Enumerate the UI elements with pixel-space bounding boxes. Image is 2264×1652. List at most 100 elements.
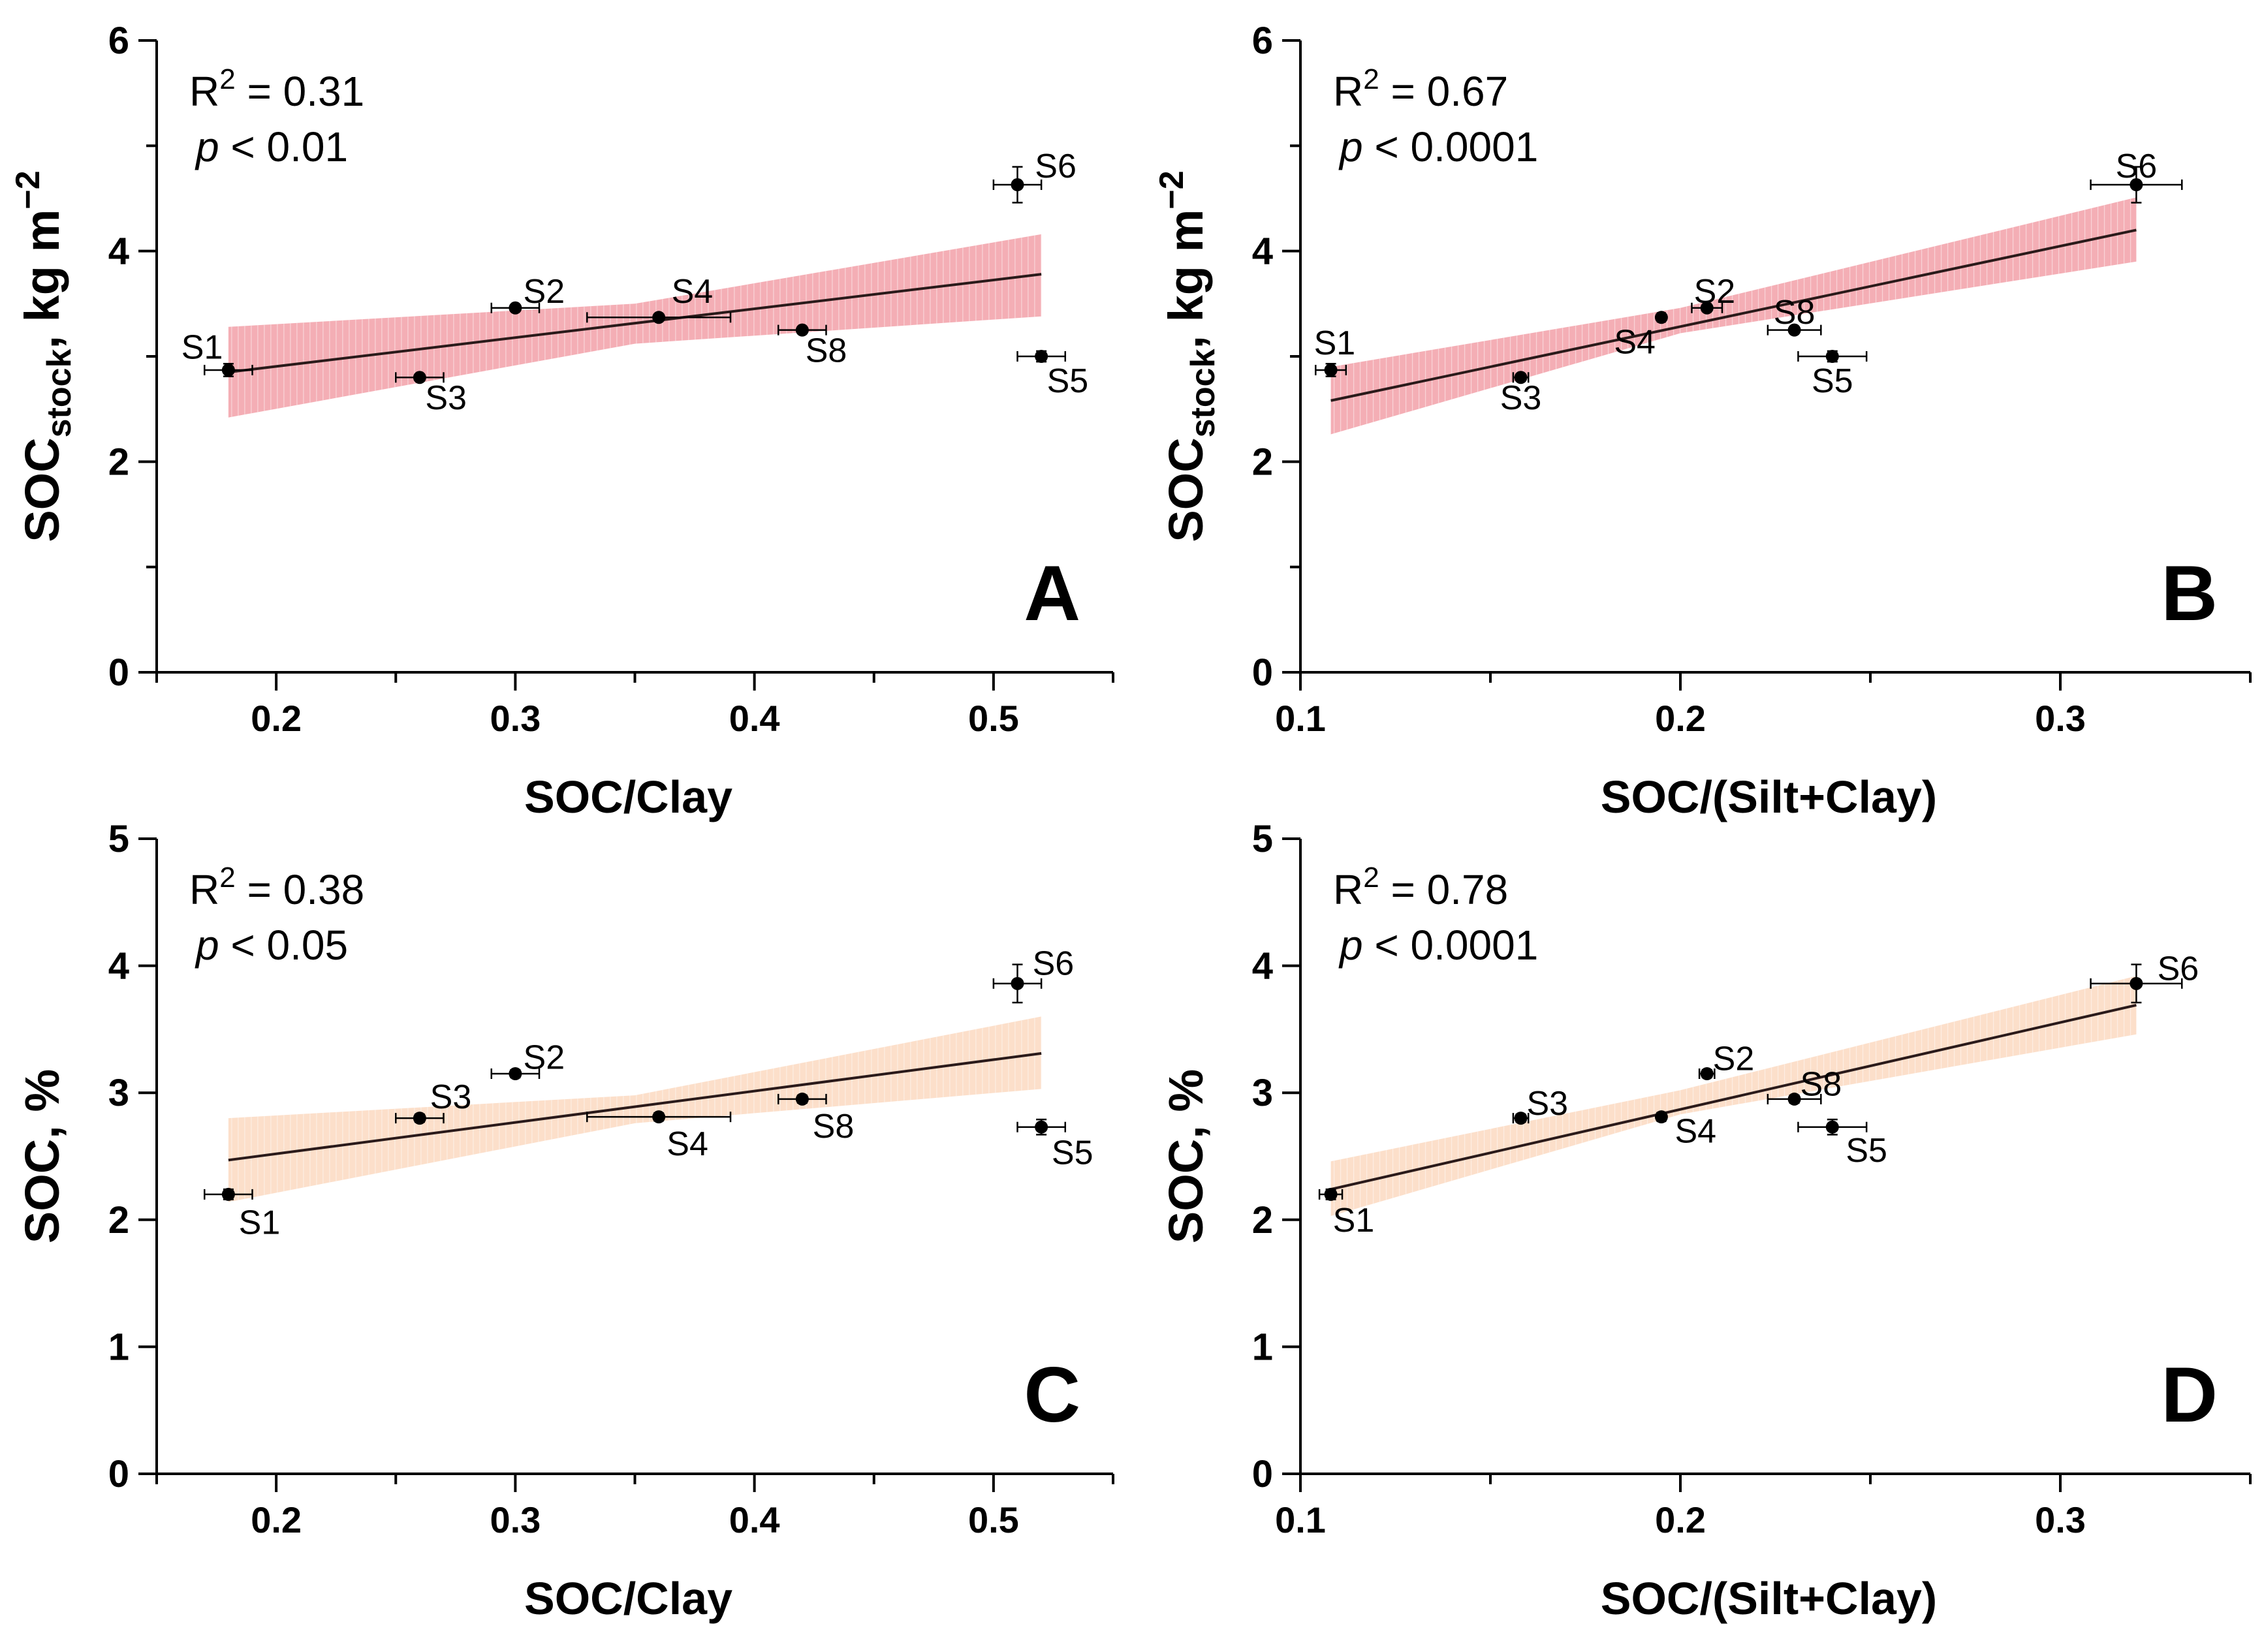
data-point-label: S4 [1614, 323, 1656, 361]
data-point-s8: S8 [778, 323, 847, 369]
x-tick-label: 0.3 [2035, 698, 2086, 739]
data-marker [1035, 350, 1048, 363]
y-title-unit: , kg m [1159, 210, 1213, 349]
data-point-label: S8 [806, 332, 847, 369]
data-marker [221, 1187, 235, 1201]
data-point-label: S2 [1713, 1040, 1755, 1078]
data-point-label: S1 [181, 328, 223, 366]
data-point-label: S8 [1774, 294, 1816, 332]
data-marker [509, 1067, 522, 1081]
x-tick-label: 0.4 [729, 1499, 780, 1540]
y-tick-label: 0 [108, 651, 129, 694]
y-axis-title: SOCstock, kg m−2 [9, 170, 78, 542]
data-point-s4: S4 [586, 273, 732, 324]
regression-line [228, 1052, 1042, 1162]
band-hatching [231, 1016, 1042, 1202]
y-tick-label: 1 [1252, 1326, 1273, 1368]
y-tick-label: 4 [1252, 945, 1273, 988]
data-point-label: S5 [1052, 1134, 1093, 1172]
panel-letter: C [1024, 1351, 1080, 1439]
data-point-label: S6 [2158, 950, 2199, 988]
data-marker [1035, 1120, 1048, 1134]
x-tick-label: 0.1 [1275, 1499, 1326, 1540]
y-tick-label: 0 [1252, 1453, 1273, 1495]
data-marker [652, 1110, 666, 1124]
y-tick-label: 4 [1252, 230, 1273, 273]
x-tick-label: 0.3 [490, 1499, 541, 1540]
data-point-label: S1 [239, 1204, 281, 1242]
data-marker [1011, 976, 1024, 990]
data-point-s6: S6 [2090, 148, 2183, 204]
y-tick-label: 4 [108, 945, 129, 988]
data-point-s2: S2 [490, 1039, 565, 1081]
data-point-label: S2 [524, 273, 565, 311]
data-marker [1514, 371, 1528, 384]
data-point-s1: S1 [1314, 324, 1356, 377]
y-title-superscript: −2 [1153, 170, 1191, 209]
y-tick-label: 0 [108, 1453, 129, 1495]
x-tick-label: 0.5 [968, 1499, 1019, 1540]
y-tick-label: 0 [1252, 651, 1273, 694]
panel-d: 0.1 0.2 0.3 0 1 2 3 4 5 SOC/(Silt+Clay) SOC, % R2 =… [1159, 818, 2252, 1624]
y-tick-label: 4 [108, 230, 129, 273]
data-point-s4: S4 [1614, 311, 1668, 361]
y-tick-label: 2 [1252, 441, 1273, 483]
panel-c: 0.2 0.3 0.4 0.5 0 1 2 3 4 5 SOC/Clay SOC, % R2 = 0.3… [15, 818, 1114, 1624]
data-point-label: S4 [667, 1125, 708, 1163]
data-marker [1787, 1092, 1801, 1106]
data-point-s3: S3 [1512, 1085, 1568, 1125]
data-point-label: S4 [672, 273, 714, 311]
data-point-s4: S4 [586, 1110, 732, 1163]
data-point-s6: S6 [992, 148, 1077, 204]
r-squared-label: R2 = 0.78 [1333, 862, 1508, 913]
band-hatching [1333, 198, 2131, 433]
r-squared-label: R2 = 0.38 [189, 862, 364, 913]
data-point-label: S5 [1047, 362, 1089, 400]
data-marker [221, 363, 235, 377]
data-marker [509, 301, 522, 315]
y-title-main: SOC, % [1159, 1069, 1213, 1243]
r-squared-label: R2 = 0.67 [1333, 63, 1508, 115]
data-point-s5: S5 [1016, 350, 1089, 400]
x-tick-label: 0.2 [251, 1499, 302, 1540]
y-tick-label: 2 [108, 441, 129, 483]
data-point-s6: S6 [992, 945, 1074, 1004]
data-point-s3: S3 [395, 371, 467, 417]
x-axis-title: SOC/Clay [524, 1573, 732, 1624]
y-title-superscript: −2 [9, 170, 47, 209]
p-value-label: p < 0.0001 [1338, 922, 1538, 969]
x-tick-label: 0.2 [251, 698, 302, 739]
data-marker [1011, 178, 1024, 192]
x-tick-label: 0.4 [729, 698, 780, 739]
data-point-s5: S5 [1797, 1118, 1887, 1170]
x-tick-label: 0.1 [1275, 698, 1326, 739]
panel-a: 0.2 0.3 0.4 0.5 0 2 4 6 SOC/Clay SOCstock, kg m−2… [9, 20, 1114, 822]
x-tick-label: 0.2 [1655, 698, 1706, 739]
y-tick-label: 2 [108, 1199, 129, 1241]
data-point-label: S5 [1812, 362, 1853, 400]
data-point-s6: S6 [2090, 950, 2199, 1004]
y-title-subscript: stock [1184, 349, 1222, 437]
x-axis-title: SOC/Clay [524, 771, 732, 822]
confidence-band [228, 234, 1042, 418]
y-axis-title: SOC, % [15, 1069, 69, 1243]
panel-b: 0.1 0.2 0.3 0 2 4 6 SOC/(Silt+Clay) SOCstock, kg… [1153, 20, 2252, 822]
y-tick-label: 2 [1252, 1199, 1273, 1241]
data-point-label: S8 [813, 1108, 855, 1145]
y-tick-label: 1 [108, 1326, 129, 1368]
data-point-label: S3 [425, 379, 467, 417]
data-marker [1825, 1120, 1839, 1134]
y-title-main: SOC [1159, 437, 1213, 542]
x-tick-label: 0.2 [1655, 1499, 1706, 1540]
y-title-main: SOC [15, 437, 69, 542]
data-point-s4: S4 [1654, 1110, 1716, 1151]
data-point-label: S4 [1674, 1113, 1716, 1151]
y-tick-label: 5 [108, 818, 129, 860]
data-point-label: S1 [1314, 324, 1356, 362]
data-marker [413, 1112, 426, 1125]
data-point-label: S8 [1800, 1066, 1842, 1104]
confidence-band [228, 1016, 1042, 1202]
data-point-s1: S1 [1318, 1187, 1374, 1239]
regression-line [1330, 1003, 2137, 1191]
panel-letter: B [2161, 550, 2218, 637]
